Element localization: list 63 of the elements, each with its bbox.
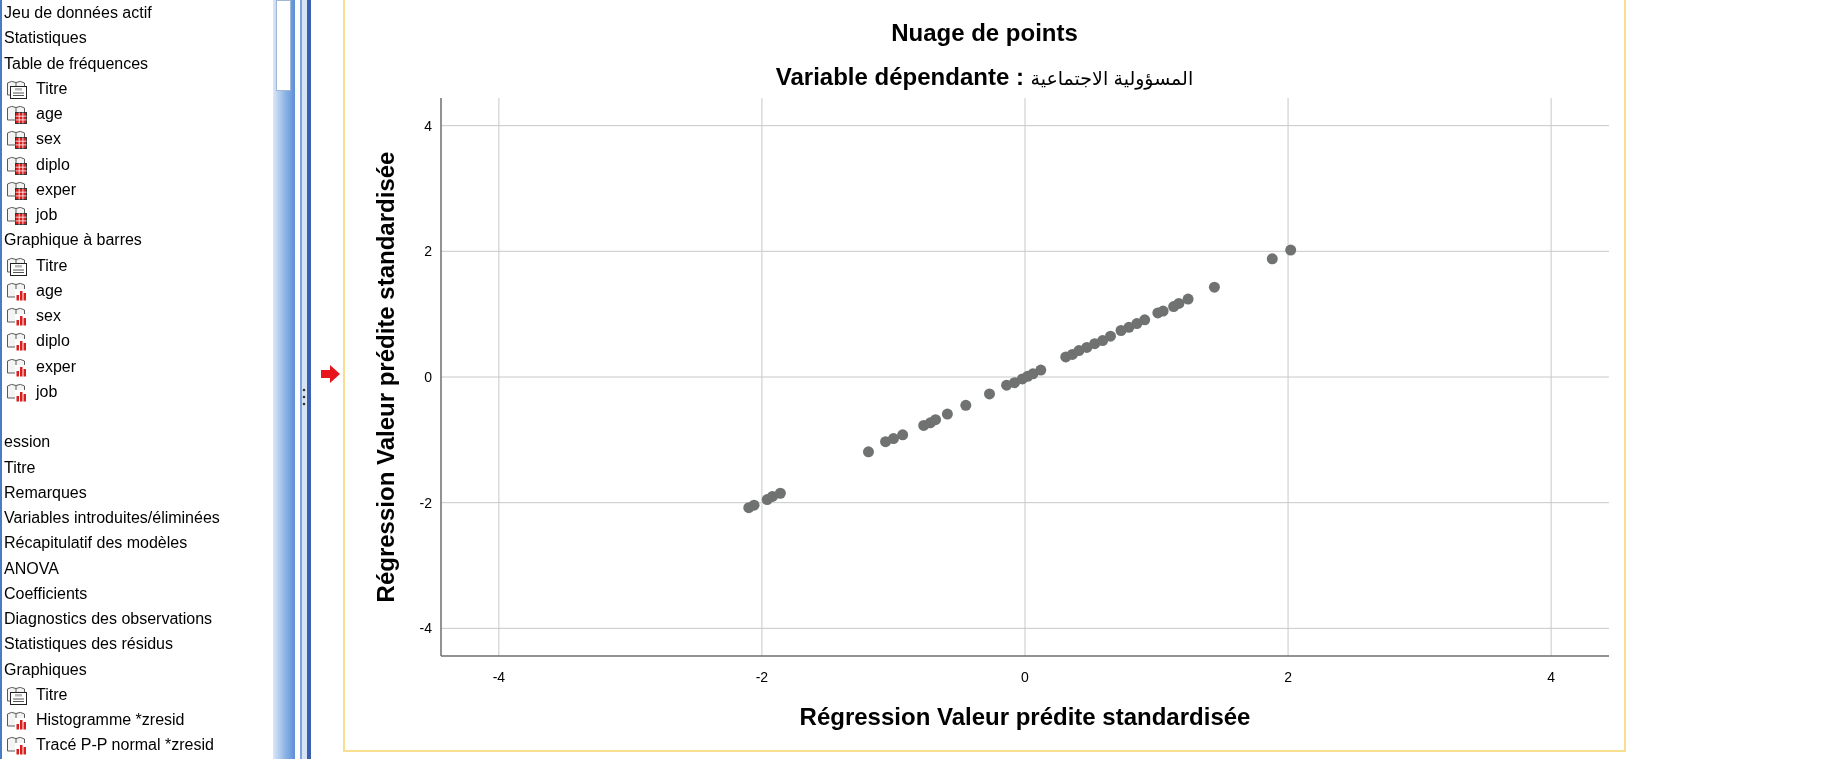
text: age — [36, 105, 63, 123]
text: Titre — [36, 685, 68, 704]
point — [1157, 305, 1169, 317]
text: diplo — [36, 155, 70, 174]
point — [1104, 330, 1116, 342]
x-tick-label: -2 — [755, 668, 769, 685]
text: ANOVA — [4, 559, 59, 578]
point — [1035, 364, 1047, 376]
point — [1139, 314, 1151, 326]
y-tick-label: -4 — [419, 620, 433, 637]
text: Coefficients — [4, 584, 88, 603]
text: Graphiques — [4, 660, 87, 679]
point — [1285, 244, 1297, 256]
text: Variables introduites/éliminées — [4, 509, 220, 527]
text: Statistiques — [4, 29, 87, 48]
y-axis-title: Régression Valeur prédite standardisée — [372, 151, 400, 603]
text: Jeu de données actif — [4, 4, 152, 22]
text: job — [36, 382, 58, 401]
text: Statistiques des résidus — [4, 635, 173, 654]
text: sex — [36, 130, 61, 149]
point — [930, 414, 942, 426]
point — [748, 499, 760, 511]
text: Graphique à barres — [4, 231, 142, 250]
x-tick-label: 2 — [1284, 668, 1293, 685]
text: Table de fréquences — [4, 54, 149, 73]
text: job — [36, 206, 58, 224]
point — [1182, 293, 1194, 305]
y-tick-label: -2 — [419, 494, 433, 511]
point — [941, 408, 953, 420]
text: Histogramme *zresid — [36, 711, 185, 729]
point — [1173, 297, 1185, 309]
chart-title: Nuage de points — [891, 19, 1078, 47]
x-tick-label: 0 — [1021, 668, 1030, 685]
point — [1131, 318, 1143, 330]
point — [1266, 253, 1278, 265]
y-tick-label: 0 — [424, 368, 433, 385]
text: Tracé P-P normal *zresid — [36, 736, 214, 755]
point — [1081, 341, 1093, 353]
point — [897, 429, 909, 441]
text: sex — [36, 307, 61, 325]
text: Titre — [36, 79, 68, 98]
point — [1097, 335, 1109, 347]
point — [887, 433, 899, 445]
point — [1208, 281, 1220, 293]
y-tick-label: 4 — [424, 117, 433, 134]
point — [960, 399, 972, 411]
text: ession — [4, 433, 51, 452]
text: Diagnostics des observations — [4, 610, 213, 628]
text: age — [36, 281, 63, 300]
point — [862, 446, 874, 458]
text: exper — [36, 180, 77, 199]
text: Titre — [4, 458, 36, 477]
text: Remarques — [4, 483, 87, 502]
x-axis-title: Régression Valeur prédite standardisée — [799, 703, 1251, 731]
text: Titre — [36, 256, 68, 275]
x-tick-label: -4 — [492, 668, 506, 685]
point — [983, 388, 995, 400]
text: exper — [36, 357, 77, 376]
text: Récapitulatif des modèles — [4, 534, 188, 553]
x-tick-label: 4 — [1547, 668, 1556, 685]
y-tick-label: 2 — [424, 243, 433, 260]
text: diplo — [36, 332, 70, 351]
point — [774, 487, 786, 499]
